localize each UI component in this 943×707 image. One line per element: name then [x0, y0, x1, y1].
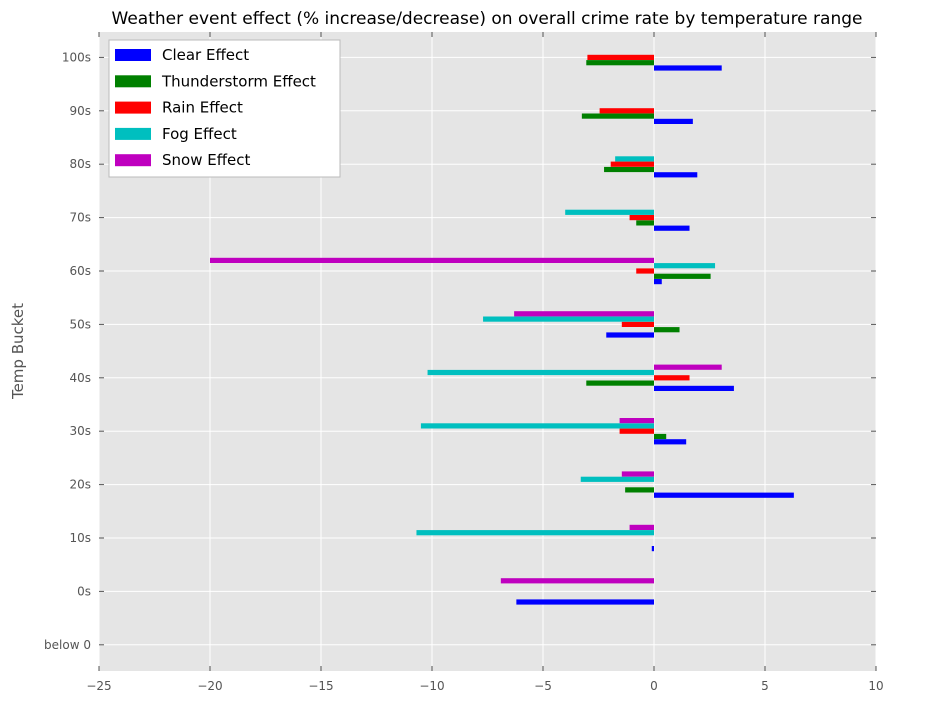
bar: [604, 166, 654, 173]
y-tick-label: 0s: [77, 584, 91, 598]
bar: [654, 273, 711, 279]
chart-title: Weather event effect (% increase/decreas…: [112, 9, 863, 29]
bar: [619, 418, 654, 424]
bar: [621, 471, 654, 477]
bar: [586, 60, 654, 66]
bar: [654, 118, 693, 124]
x-tick-label: 10: [868, 679, 883, 693]
bar: [615, 156, 654, 162]
bar: [654, 263, 716, 269]
bar: [654, 385, 734, 391]
bar: [420, 423, 654, 429]
bar: [636, 220, 654, 226]
x-tick-label: 5: [761, 679, 769, 693]
x-tick-label: −5: [534, 679, 552, 693]
x-tick-label: −20: [197, 679, 222, 693]
y-tick-label: 50s: [69, 317, 91, 331]
y-tick-label: 90s: [69, 104, 91, 118]
bar: [514, 311, 654, 317]
bar: [516, 599, 654, 605]
bar: [654, 439, 687, 445]
bar: [629, 215, 654, 221]
bar: [654, 327, 680, 333]
legend-label: Thunderstorm Effect: [161, 72, 316, 90]
y-tick-label: 100s: [62, 50, 91, 64]
bar: [416, 530, 654, 536]
bar: [651, 546, 654, 552]
bar: [581, 113, 654, 119]
bar: [500, 578, 654, 584]
bar: [565, 209, 654, 215]
y-tick-label: 60s: [69, 264, 91, 278]
y-tick-label: 20s: [69, 478, 91, 492]
x-tick-label: −15: [308, 679, 333, 693]
bar: [610, 161, 654, 167]
legend-label: Fog Effect: [162, 125, 237, 143]
bar: [621, 321, 654, 327]
legend-label: Snow Effect: [162, 151, 251, 169]
legend: Clear Effect Thunderstorm Effect Rain Effe…: [108, 39, 341, 178]
bar: [654, 433, 667, 440]
bar: [654, 225, 690, 231]
bar: [654, 65, 722, 71]
x-tick-label: −25: [86, 679, 111, 693]
y-axis-label: Temp Bucket: [9, 303, 27, 400]
bar: [619, 428, 654, 434]
x-tick-label: −10: [419, 679, 444, 693]
bar: [586, 380, 654, 386]
bar: [580, 476, 654, 482]
bar: [654, 279, 662, 285]
bar: [427, 369, 654, 376]
legend-swatch: [115, 49, 151, 61]
bar: [587, 54, 654, 60]
bar: [483, 316, 654, 322]
bar: [599, 108, 654, 114]
bar: [210, 257, 654, 263]
y-tick-label: 80s: [69, 157, 91, 171]
bar: [654, 364, 722, 370]
legend-swatch: [115, 101, 151, 114]
y-tick-label: 10s: [69, 531, 91, 545]
x-tick-label: 0: [650, 679, 658, 693]
y-tick-label: below 0: [44, 638, 91, 652]
y-tick-label: 30s: [69, 424, 91, 438]
legend-label: Clear Effect: [162, 46, 249, 64]
bar: [654, 172, 698, 178]
y-tick-label: 40s: [69, 371, 91, 385]
bar: [606, 332, 654, 338]
bar: [636, 268, 654, 274]
bar: [654, 492, 794, 498]
bars: [210, 54, 794, 605]
legend-swatch: [115, 127, 151, 140]
legend-swatch: [115, 154, 151, 167]
y-tick-label: 70s: [69, 211, 91, 225]
bar: [654, 375, 690, 381]
legend-label: Rain Effect: [162, 99, 243, 117]
legend-entries: Clear Effect Thunderstorm Effect Rain Effe…: [115, 46, 316, 169]
legend-swatch: [115, 75, 151, 88]
axis-ticks: −25 −20 −15 −10 −5 0 5 10 below 0 0s 10s 20s 30s 40s 5…: [44, 32, 884, 693]
bar: [625, 487, 654, 493]
bar: [629, 524, 654, 530]
